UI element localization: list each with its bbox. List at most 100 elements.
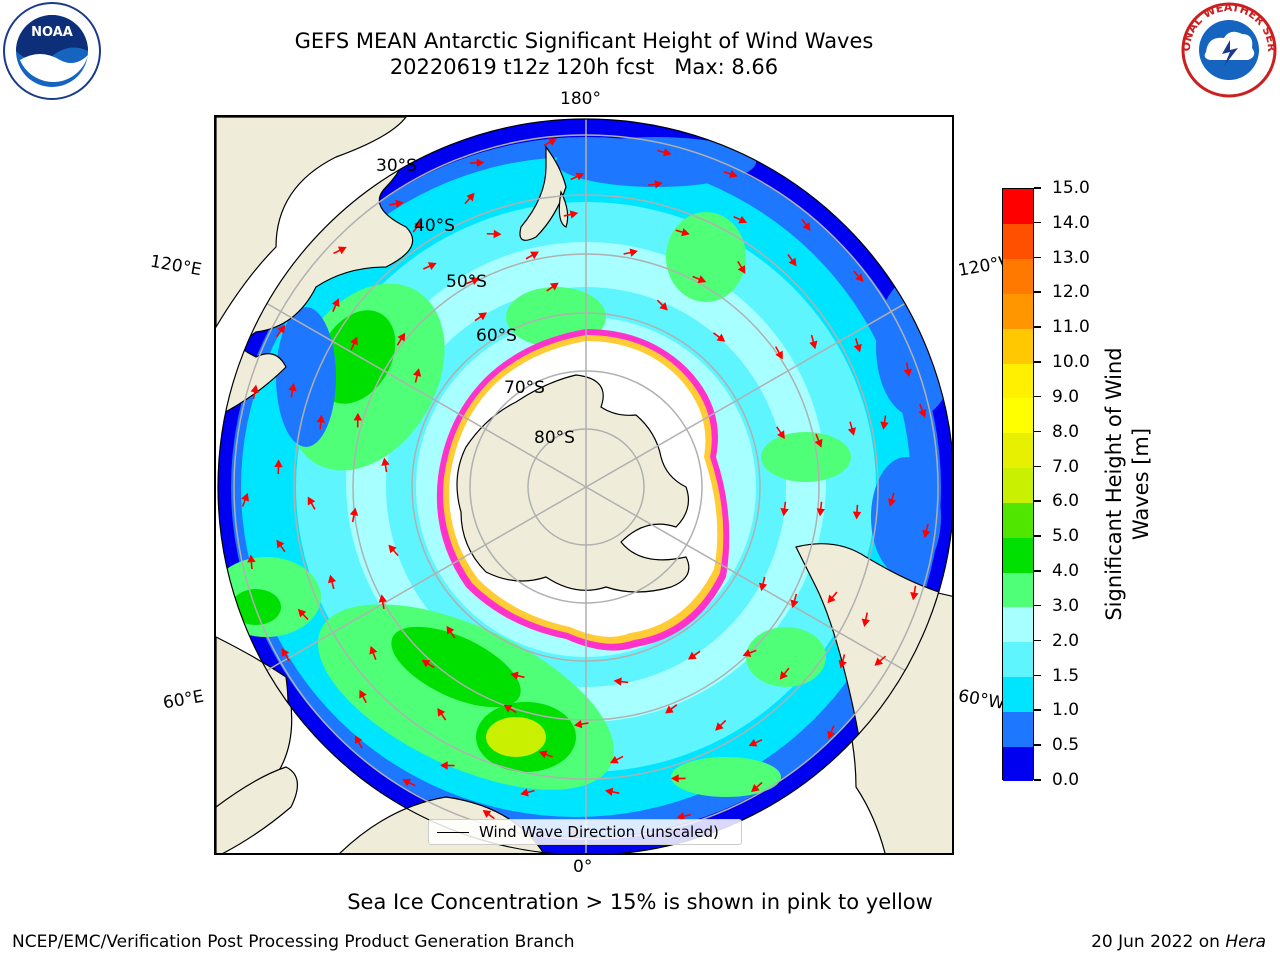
lon-label-lower-left: 60°E — [161, 686, 206, 714]
wind-wave-arrowhead — [354, 735, 363, 745]
colorbar-tick — [1034, 535, 1041, 537]
colorbar-tick-label: 15.0 — [1052, 178, 1090, 198]
colorbar-tick-label: 0.0 — [1052, 770, 1080, 790]
colorbar-segment — [1003, 258, 1033, 294]
colorbar-tick — [1034, 256, 1041, 259]
map-boundary — [217, 118, 952, 853]
wind-wave-arrowhead — [751, 783, 760, 793]
wind-wave-arrowhead — [609, 755, 619, 764]
wind-wave-arrowhead — [681, 228, 690, 237]
colorbar-tick-label: 8.0 — [1052, 421, 1080, 442]
colorbar-segment — [1003, 189, 1033, 225]
colorbar-tick — [1034, 779, 1041, 781]
colorbar-segment — [1003, 606, 1033, 643]
wind-wave-arrowhead — [510, 671, 519, 680]
wind-wave-arrowhead — [922, 529, 931, 539]
colorbar-tick-label: 5.0 — [1052, 526, 1080, 547]
wind-wave-arrowhead — [421, 659, 431, 668]
wind-wave-arrowhead — [659, 302, 668, 311]
wind-wave-arrowhead — [446, 625, 455, 635]
wind-wave-arrowhead — [827, 730, 836, 740]
colorbar-label-line2: Waves [m] — [1129, 427, 1153, 541]
colorbar-tick-label: 14.0 — [1052, 212, 1090, 233]
wind-wave-arrowhead — [738, 215, 748, 224]
noaa-logo: NOAA — [3, 2, 101, 100]
colorbar-tick — [1034, 744, 1041, 746]
wind-wave-arrowhead — [470, 277, 480, 285]
wind-wave-arrowhead — [670, 774, 679, 783]
colorbar-tick — [1034, 430, 1041, 433]
map-legend: Wind Wave Direction (unscaled) — [428, 819, 742, 845]
wind-wave-arrowhead — [827, 594, 836, 604]
colorbar-label: Significant Height of Wind Waves [m] — [1101, 284, 1155, 684]
antarctica — [456, 374, 690, 593]
colorbar-segment — [1003, 641, 1033, 678]
colorbar-segment — [1003, 711, 1033, 747]
wind-wave-arrowhead — [918, 409, 927, 418]
wind-wave-arrowhead — [297, 608, 307, 618]
wind-wave-arrowhead — [548, 138, 557, 146]
wind-wave-arrowhead — [359, 689, 367, 699]
sea-ice-note: Sea Ice Concentration > 15% is shown in … — [347, 890, 933, 914]
colorbar-tick-label: 1.0 — [1052, 700, 1080, 721]
colorbar-tick — [1034, 395, 1041, 398]
colorbar-tick — [1034, 326, 1041, 328]
wind-wave-arrowhead — [288, 382, 297, 392]
map-title-line1: GEFS MEAN Antarctic Significant Height o… — [294, 29, 874, 53]
colorbar-segment — [1003, 293, 1033, 329]
wind-wave-arrowhead — [437, 707, 446, 717]
colorbar-tick-label: 0.5 — [1052, 735, 1080, 756]
wind-wave-arrowhead — [662, 148, 672, 157]
wind-wave-arrowhead — [503, 704, 513, 713]
footer-machine: Hera — [1225, 932, 1266, 952]
colorbar-segment — [1003, 223, 1033, 260]
wind-wave-arrowhead — [716, 333, 726, 342]
wind-wave-arrowhead — [779, 670, 788, 680]
wind-wave-arrowhead — [780, 508, 789, 517]
lon-label-upper-left: 120°E — [148, 251, 204, 281]
colorbar-tick-label: 13.0 — [1052, 247, 1090, 268]
polar-map-canvas: 30°S 40°S 50°S 60°S 70°S 80°S — [216, 117, 952, 853]
wind-wave-arrowhead — [809, 340, 818, 350]
wind-wave-arrowhead — [855, 273, 864, 282]
lon-label-lower-right: 60°W — [956, 686, 1007, 714]
wind-wave-arrowhead — [276, 539, 285, 549]
map-title-line2: 20220619 t12z 120h fcst Max: 8.66 — [389, 55, 779, 79]
wind-wave-arrowhead — [790, 599, 799, 609]
wind-wave-arrowhead — [788, 257, 797, 267]
wind-wave-arrowhead — [316, 414, 326, 423]
wind-wave-arrowhead — [665, 705, 674, 714]
wind-wave-arrowhead — [381, 457, 390, 466]
colorbar-tick-label: 3.0 — [1052, 595, 1080, 616]
footer-date-text: 20 Jun 2022 on — [1091, 932, 1226, 952]
colorbar-tick-label: 4.0 — [1052, 561, 1080, 582]
wind-wave-arrowhead — [350, 336, 358, 346]
wind-wave-arrowhead — [874, 657, 884, 666]
wind-wave-arrowhead — [439, 761, 448, 770]
lat-label-30s: 30°S — [376, 156, 417, 176]
colorbar-tick — [1034, 604, 1041, 607]
colorbar-tick-label: 6.0 — [1052, 491, 1080, 512]
wind-wave-arrowhead — [687, 651, 697, 660]
wind-wave-arrowhead — [802, 222, 811, 231]
wind-wave-arrowhead — [427, 262, 437, 270]
wind-wave-arrowhead — [530, 251, 539, 260]
wind-wave-arrowhead — [482, 809, 492, 818]
lon-label-bottom: 0° — [573, 857, 593, 877]
wind-wave-arrowhead — [549, 282, 559, 291]
wind-wave-arrowhead — [395, 199, 404, 208]
wind-wave-arrowhead — [369, 645, 378, 655]
wind-wave-arrowhead — [573, 719, 583, 729]
footer-branch: NCEP/EMC/Verification Post Processing Pr… — [12, 932, 575, 952]
wind-wave-arrowhead — [337, 246, 347, 255]
lat-label-80s: 80°S — [534, 428, 575, 448]
colorbar-tick — [1034, 500, 1041, 502]
colorbar-tick-label: 10.0 — [1052, 352, 1090, 373]
colorbar-tick-label: 9.0 — [1052, 386, 1080, 407]
wind-wave-arrowhead — [758, 582, 768, 592]
wind-wave-arrowhead — [569, 210, 579, 219]
wind-wave-arrowhead — [378, 594, 387, 603]
wind-wave-arrowhead — [629, 248, 638, 257]
wind-wave-arrowhead — [847, 427, 856, 436]
wind-wave-arrowhead — [816, 508, 825, 517]
